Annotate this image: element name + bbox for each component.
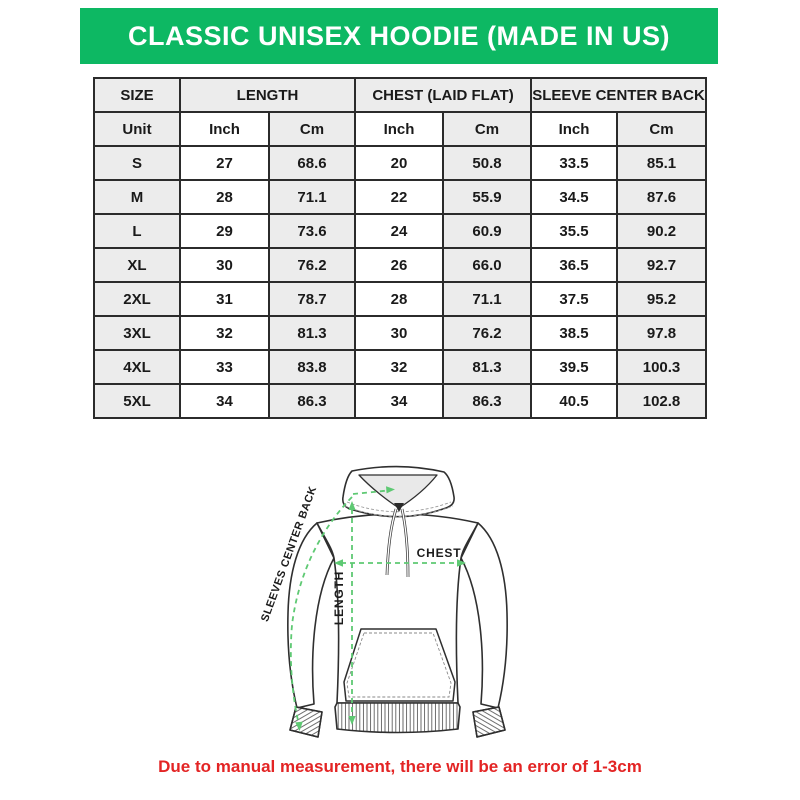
measurement-cell: 26 xyxy=(354,247,445,283)
measurement-cell: 100.3 xyxy=(616,349,708,385)
measurement-cell: 68.6 xyxy=(267,145,357,181)
unit-cell: Cm xyxy=(267,111,357,147)
hoodie-drawstrings xyxy=(385,508,410,578)
measurement-cell: 55.9 xyxy=(442,179,533,215)
unit-cell: Inch xyxy=(530,111,619,147)
measurement-cell: 31 xyxy=(179,281,270,317)
table-row: 4XL 33 83.8 32 81.3 39.5 100.3 xyxy=(93,349,708,385)
measurement-cell: 34 xyxy=(179,383,270,419)
measurement-cell: 32 xyxy=(179,315,270,351)
measurement-cell: 81.3 xyxy=(442,349,533,385)
column-header-size: SIZE xyxy=(93,77,181,113)
column-header-length: LENGTH xyxy=(178,77,357,113)
table-group-header-row: SIZE LENGTH CHEST (LAID FLAT) SLEEVE CEN… xyxy=(93,77,708,113)
measurement-cell: 24 xyxy=(354,213,445,249)
measurement-cell: 30 xyxy=(354,315,445,351)
measurement-cell: 60.9 xyxy=(442,213,533,249)
measurement-cell: 29 xyxy=(179,213,270,249)
hoodie-measurement-diagram: CHEST LENGTH SLEEVES CENTER BACK xyxy=(250,445,570,765)
measurement-disclaimer: Due to manual measurement, there will be… xyxy=(158,757,642,776)
measurement-cell: 34.5 xyxy=(530,179,619,215)
measurement-cell: 35.5 xyxy=(530,213,619,249)
measurement-cell: 34 xyxy=(354,383,445,419)
measurement-arrows xyxy=(289,489,459,726)
size-cell: S xyxy=(93,145,181,181)
title-banner: CLASSIC UNISEX HOODIE (MADE IN US) xyxy=(80,8,718,64)
hoodie-illustration: CHEST LENGTH SLEEVES CENTER BACK xyxy=(259,465,508,738)
measurement-cell: 28 xyxy=(354,281,445,317)
measurement-cell: 73.6 xyxy=(267,213,357,249)
measurement-cell: 66.0 xyxy=(442,247,533,283)
size-cell: 3XL xyxy=(93,315,181,351)
measurement-cell: 85.1 xyxy=(616,145,708,181)
table-row: XL 30 76.2 26 66.0 36.5 92.7 xyxy=(93,247,708,283)
size-cell: L xyxy=(93,213,181,249)
measurement-cell: 22 xyxy=(354,179,445,215)
column-header-sleeve: SLEEVE CENTER BACK xyxy=(530,77,708,113)
measurement-arrowheads xyxy=(295,486,466,731)
measurement-cell: 71.1 xyxy=(267,179,357,215)
size-cell: 2XL xyxy=(93,281,181,317)
table-row: 5XL 34 86.3 34 86.3 40.5 102.8 xyxy=(93,383,708,419)
measurement-cell: 20 xyxy=(354,145,445,181)
measurement-cell: 97.8 xyxy=(616,315,708,351)
table-row: S 27 68.6 20 50.8 33.5 85.1 xyxy=(93,145,708,181)
unit-cell: Cm xyxy=(616,111,708,147)
measurement-cell: 87.6 xyxy=(616,179,708,215)
size-cell: XL xyxy=(93,247,181,283)
table-row: 2XL 31 78.7 28 71.1 37.5 95.2 xyxy=(93,281,708,317)
size-cell: M xyxy=(93,179,181,215)
length-label: LENGTH xyxy=(332,571,346,625)
measurement-cell: 78.7 xyxy=(267,281,357,317)
page-title: CLASSIC UNISEX HOODIE (MADE IN US) xyxy=(127,20,671,51)
measurement-cell: 39.5 xyxy=(530,349,619,385)
size-cell: 4XL xyxy=(93,349,181,385)
size-cell: 5XL xyxy=(93,383,181,419)
hoodie-sleeves xyxy=(287,522,508,709)
measurement-cell: 81.3 xyxy=(267,315,357,351)
hoodie-cuffs xyxy=(289,706,506,738)
column-header-chest: CHEST (LAID FLAT) xyxy=(354,77,533,113)
chest-label: CHEST xyxy=(417,546,462,560)
unit-cell: Cm xyxy=(442,111,533,147)
measurement-cell: 71.1 xyxy=(442,281,533,317)
measurement-cell: 30 xyxy=(179,247,270,283)
measurement-cell: 28 xyxy=(179,179,270,215)
measurement-cell: 86.3 xyxy=(442,383,533,419)
measurement-cell: 33 xyxy=(179,349,270,385)
measurement-cell: 38.5 xyxy=(530,315,619,351)
measurement-cell: 40.5 xyxy=(530,383,619,419)
measurement-cell: 90.2 xyxy=(616,213,708,249)
size-table: SIZE LENGTH CHEST (LAID FLAT) SLEEVE CEN… xyxy=(93,77,708,419)
table-unit-row: Unit Inch Cm Inch Cm Inch Cm xyxy=(93,111,708,147)
table-row: L 29 73.6 24 60.9 35.5 90.2 xyxy=(93,213,708,249)
hoodie-hem-band xyxy=(334,702,461,734)
measurement-cell: 27 xyxy=(179,145,270,181)
measurement-cell: 32 xyxy=(354,349,445,385)
table-row: M 28 71.1 22 55.9 34.5 87.6 xyxy=(93,179,708,215)
unit-cell: Inch xyxy=(354,111,445,147)
measurement-cell: 92.7 xyxy=(616,247,708,283)
measurement-cell: 86.3 xyxy=(267,383,357,419)
measurement-cell: 83.8 xyxy=(267,349,357,385)
measurement-cell: 102.8 xyxy=(616,383,708,419)
measurement-cell: 36.5 xyxy=(530,247,619,283)
table-row: 3XL 32 81.3 30 76.2 38.5 97.8 xyxy=(93,315,708,351)
measurement-cell: 33.5 xyxy=(530,145,619,181)
hoodie-hood xyxy=(342,465,455,518)
unit-cell: Inch xyxy=(179,111,270,147)
measurement-cell: 50.8 xyxy=(442,145,533,181)
unit-label-cell: Unit xyxy=(93,111,181,147)
measurement-cell: 76.2 xyxy=(442,315,533,351)
measurement-cell: 95.2 xyxy=(616,281,708,317)
measurement-cell: 37.5 xyxy=(530,281,619,317)
measurement-cell: 76.2 xyxy=(267,247,357,283)
hoodie-pocket xyxy=(343,628,456,702)
